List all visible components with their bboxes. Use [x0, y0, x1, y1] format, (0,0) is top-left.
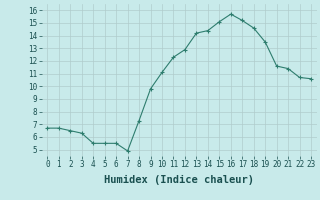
- X-axis label: Humidex (Indice chaleur): Humidex (Indice chaleur): [104, 175, 254, 185]
